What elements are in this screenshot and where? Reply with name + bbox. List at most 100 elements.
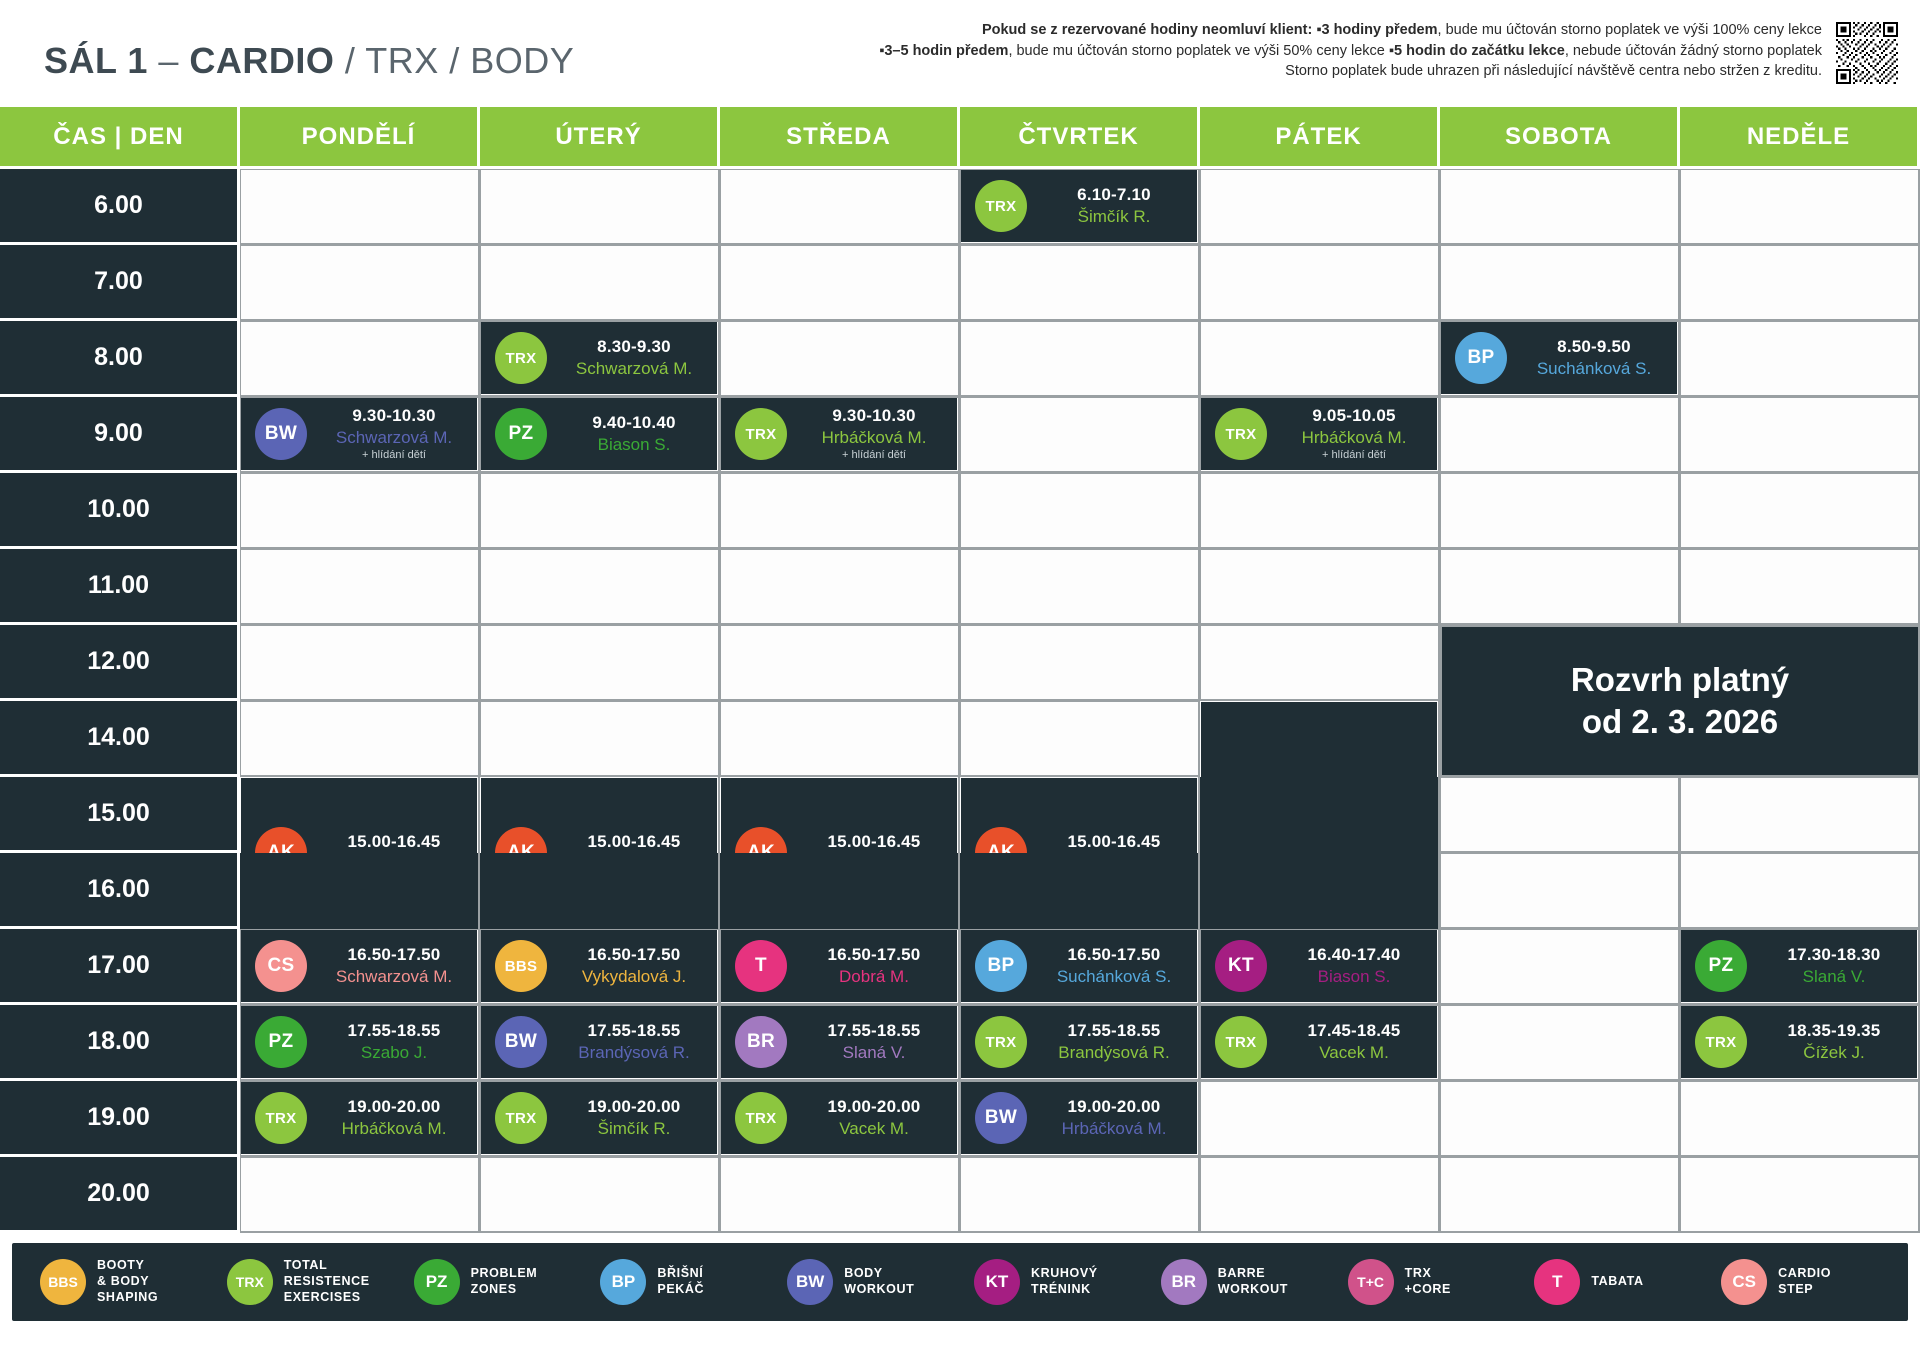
slot-cell-empty[interactable]: [1680, 321, 1920, 397]
slot-cell-empty[interactable]: [480, 473, 720, 549]
slot-cell-empty[interactable]: [240, 473, 480, 549]
slot-cell[interactable]: PZ 17.55-18.55 Szabo J.: [240, 1005, 480, 1081]
slot-cell[interactable]: TRX 9.05-10.05 Hrbáčková M. + hlídání dětí: [1200, 397, 1440, 473]
class-event[interactable]: TRX 6.10-7.10 Šimčík R.: [961, 170, 1197, 242]
slot-cell[interactable]: CS 16.50-17.50 Schwarzová M.: [240, 929, 480, 1005]
slot-cell[interactable]: BW 9.30-10.30 Schwarzová M. + hlídání dětí: [240, 397, 480, 473]
class-event[interactable]: BW 9.30-10.30 Schwarzová M. + hlídání dětí: [241, 398, 477, 470]
slot-cell-empty[interactable]: [240, 625, 480, 701]
slot-cell-empty[interactable]: [480, 1157, 720, 1233]
slot-cell-empty[interactable]: [480, 549, 720, 625]
slot-cell[interactable]: TRX 9.30-10.30 Hrbáčková M. + hlídání dětí: [720, 397, 960, 473]
slot-cell-empty[interactable]: [960, 1157, 1200, 1233]
slot-cell[interactable]: PZ 9.40-10.40 Biason S.: [480, 397, 720, 473]
slot-cell-empty[interactable]: [1200, 549, 1440, 625]
slot-cell-empty[interactable]: [480, 245, 720, 321]
class-event[interactable]: PZ 17.30-18.30 Slaná V.: [1681, 930, 1917, 1002]
slot-cell[interactable]: BP 8.50-9.50 Suchánková S.: [1440, 321, 1680, 397]
slot-cell-empty[interactable]: [960, 625, 1200, 701]
slot-cell-empty[interactable]: [1440, 169, 1680, 245]
slot-cell[interactable]: BW 19.00-20.00 Hrbáčková M.: [960, 1081, 1200, 1157]
class-event[interactable]: TRX 9.05-10.05 Hrbáčková M. + hlídání dětí: [1201, 398, 1437, 470]
class-event[interactable]: TRX 8.30-9.30 Schwarzová M.: [481, 322, 717, 394]
slot-cell-empty[interactable]: [240, 549, 480, 625]
class-event[interactable]: TRX 19.00-20.00 Vacek M.: [721, 1082, 957, 1154]
class-event[interactable]: PZ 17.55-18.55 Szabo J.: [241, 1006, 477, 1078]
slot-cell[interactable]: KT 16.40-17.40 Biason S.: [1200, 929, 1440, 1005]
slot-cell[interactable]: BR 17.55-18.55 Slaná V.: [720, 1005, 960, 1081]
slot-cell-empty[interactable]: [960, 397, 1200, 473]
slot-cell-empty[interactable]: [1680, 169, 1920, 245]
slot-cell-empty[interactable]: [1200, 625, 1440, 701]
slot-cell[interactable]: AK15.00-16.45AK Olomouc: [720, 777, 960, 928]
slot-cell[interactable]: TRX 19.00-20.00 Hrbáčková M.: [240, 1081, 480, 1157]
slot-cell-empty[interactable]: [720, 625, 960, 701]
class-event[interactable]: KT 16.40-17.40 Biason S.: [1201, 930, 1437, 1002]
slot-cell-empty[interactable]: [480, 625, 720, 701]
slot-cell[interactable]: BBS 16.50-17.50 Vykydalová J.: [480, 929, 720, 1005]
class-event[interactable]: BP 8.50-9.50 Suchánková S.: [1441, 322, 1677, 394]
slot-cell-empty[interactable]: [480, 169, 720, 245]
slot-cell[interactable]: AK15.00-16.45AK Olomouc: [240, 777, 480, 928]
slot-cell[interactable]: TRX 19.00-20.00 Šimčík R.: [480, 1081, 720, 1157]
class-event[interactable]: TRX 17.55-18.55 Brandýsová R.: [961, 1006, 1197, 1078]
slot-cell-empty[interactable]: [1440, 397, 1680, 473]
slot-cell-empty[interactable]: [1440, 1005, 1680, 1081]
slot-cell-empty[interactable]: [240, 245, 480, 321]
class-event[interactable]: T 16.50-17.50 Dobrá M.: [721, 930, 957, 1002]
class-event[interactable]: TRX 18.35-19.35 Čížek J.: [1681, 1006, 1917, 1078]
slot-cell[interactable]: PZ 17.30-18.30 Slaná V.: [1680, 929, 1920, 1005]
slot-cell-empty[interactable]: [720, 1157, 960, 1233]
slot-cell-empty[interactable]: [1200, 245, 1440, 321]
slot-cell-empty[interactable]: [1680, 1081, 1920, 1157]
class-event[interactable]: BR 17.55-18.55 Slaná V.: [721, 1006, 957, 1078]
slot-cell[interactable]: TRX 17.45-18.45 Vacek M.: [1200, 1005, 1440, 1081]
slot-cell[interactable]: BP 16.50-17.50 Suchánková S.: [960, 929, 1200, 1005]
class-event[interactable]: TRX 9.30-10.30 Hrbáčková M. + hlídání dětí: [721, 398, 957, 470]
slot-cell-empty[interactable]: [1680, 1157, 1920, 1233]
slot-cell-empty[interactable]: [1680, 245, 1920, 321]
slot-cell[interactable]: TRX 8.30-9.30 Schwarzová M.: [480, 321, 720, 397]
slot-cell[interactable]: T 16.50-17.50 Dobrá M.: [720, 929, 960, 1005]
class-event[interactable]: TRX 19.00-20.00 Šimčík R.: [481, 1082, 717, 1154]
slot-cell-empty[interactable]: [720, 473, 960, 549]
slot-cell-empty[interactable]: [960, 321, 1200, 397]
slot-cell-empty[interactable]: [1440, 549, 1680, 625]
slot-cell-empty[interactable]: [1200, 1157, 1440, 1233]
slot-cell-empty[interactable]: [720, 701, 960, 777]
slot-cell-empty[interactable]: [720, 169, 960, 245]
slot-cell-empty[interactable]: [720, 245, 960, 321]
slot-cell-empty[interactable]: [1440, 245, 1680, 321]
slot-cell-empty[interactable]: [1440, 1157, 1680, 1233]
class-event[interactable]: TRX 19.00-20.00 Hrbáčková M.: [241, 1082, 477, 1154]
slot-cell-empty[interactable]: [1680, 473, 1920, 549]
class-event[interactable]: BW 19.00-20.00 Hrbáčková M.: [961, 1082, 1197, 1154]
class-event[interactable]: BW 17.55-18.55 Brandýsová R.: [481, 1006, 717, 1078]
slot-cell-empty[interactable]: [1680, 853, 1920, 929]
slot-cell-empty[interactable]: [1440, 473, 1680, 549]
slot-cell[interactable]: BW 17.55-18.55 Brandýsová R.: [480, 1005, 720, 1081]
slot-cell-empty[interactable]: [1440, 1081, 1680, 1157]
slot-cell-empty[interactable]: [960, 245, 1200, 321]
slot-cell-empty[interactable]: [720, 321, 960, 397]
slot-cell[interactable]: TRX 6.10-7.10 Šimčík R.: [960, 169, 1200, 245]
slot-cell-empty[interactable]: [1680, 549, 1920, 625]
slot-cell-empty[interactable]: [720, 549, 960, 625]
slot-cell[interactable]: AK15.00-16.45AK Olomouc: [480, 777, 720, 928]
slot-cell-empty[interactable]: [1440, 853, 1680, 929]
slot-cell[interactable]: AK15.00-16.45AK Olomouc: [960, 777, 1200, 928]
slot-cell-empty[interactable]: [960, 701, 1200, 777]
slot-cell-empty[interactable]: [960, 549, 1200, 625]
slot-cell-empty[interactable]: [480, 701, 720, 777]
slot-cell-empty[interactable]: [1200, 1081, 1440, 1157]
class-event[interactable]: CS 16.50-17.50 Schwarzová M.: [241, 930, 477, 1002]
slot-cell-empty[interactable]: [1440, 929, 1680, 1005]
slot-cell-empty[interactable]: [1200, 169, 1440, 245]
class-event[interactable]: PZ 9.40-10.40 Biason S.: [481, 398, 717, 470]
slot-cell-empty[interactable]: [1680, 397, 1920, 473]
slot-cell-empty[interactable]: [1200, 321, 1440, 397]
slot-cell-empty[interactable]: [240, 1157, 480, 1233]
slot-cell-empty[interactable]: [240, 701, 480, 777]
slot-cell[interactable]: TRX 17.55-18.55 Brandýsová R.: [960, 1005, 1200, 1081]
slot-cell-empty[interactable]: [960, 473, 1200, 549]
